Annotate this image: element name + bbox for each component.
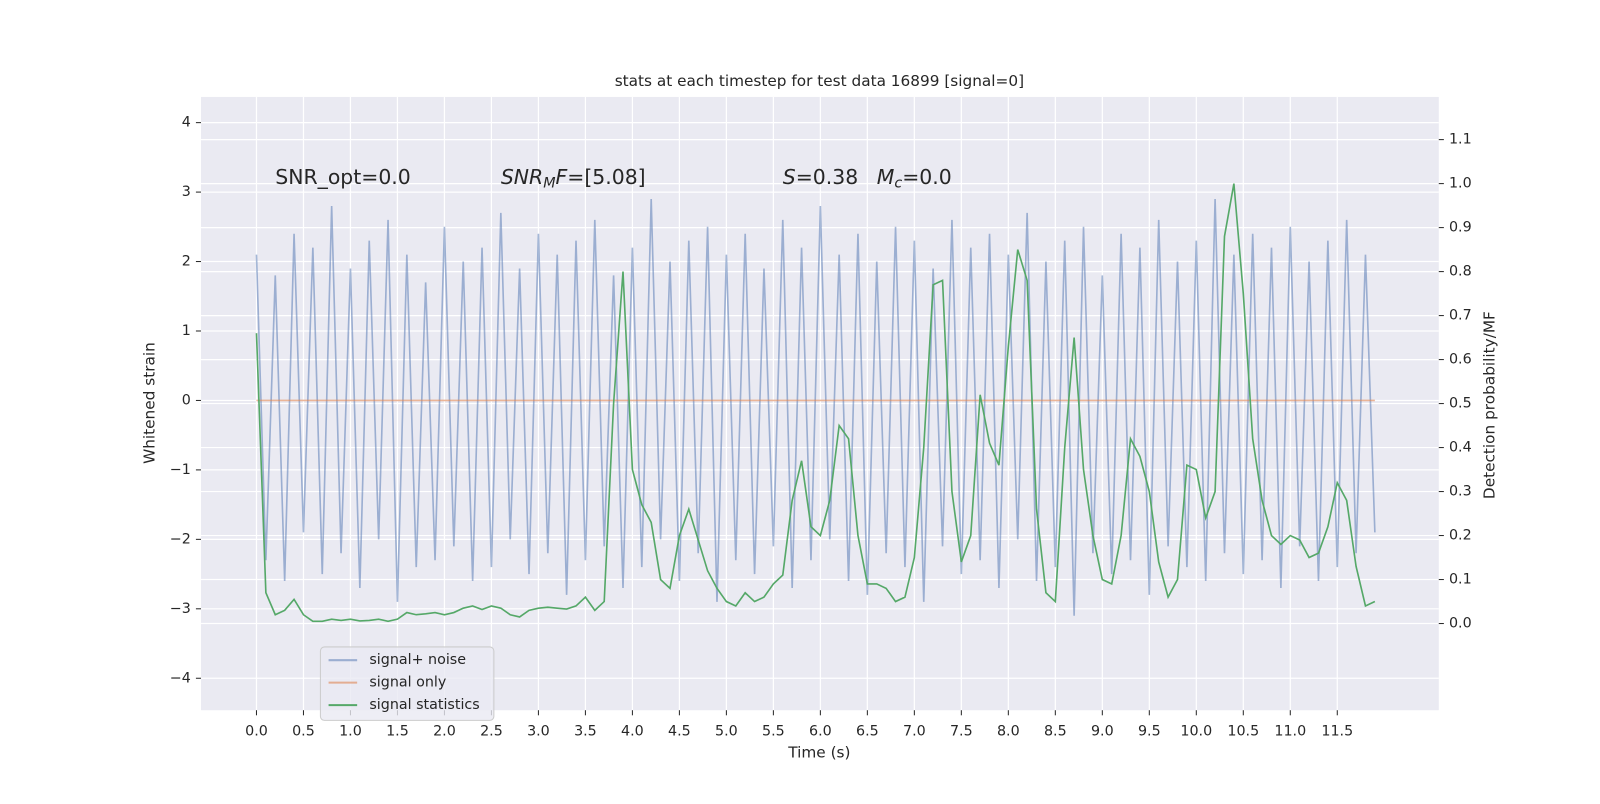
x-axis-label: Time (s): [787, 744, 850, 762]
y2-tick-label: 0.6: [1449, 352, 1472, 368]
y-tick-label: −3: [170, 601, 191, 617]
y2-tick-label: 0.2: [1449, 528, 1472, 544]
x-tick-label: 5.5: [762, 724, 785, 740]
x-tick-label: 10.0: [1180, 724, 1212, 740]
x-tick-label: 11.0: [1274, 724, 1306, 740]
y-axis-label: Whitened strain: [141, 342, 159, 464]
x-tick-label: 9.0: [1091, 724, 1114, 740]
x-tick-label: 1.5: [386, 724, 409, 740]
x-tick-label: 6.0: [809, 724, 832, 740]
x-tick-label: 8.0: [997, 724, 1020, 740]
x-tick-label: 10.5: [1227, 724, 1259, 740]
x-tick-label: 7.5: [950, 724, 973, 740]
annotation-part: F: [556, 165, 568, 189]
y-tick-label: 0: [182, 392, 191, 408]
y-tick-label: −1: [170, 462, 191, 478]
y2-axis-label: Detection probability/MF: [1480, 311, 1498, 499]
x-tick-label: 3.0: [527, 724, 550, 740]
x-tick-label: 2.5: [480, 724, 503, 740]
x-tick-label: 0.5: [292, 724, 315, 740]
legend-box: [319, 646, 495, 721]
y2-tick-label: 1.1: [1449, 132, 1472, 148]
annotation-part: S: [783, 165, 796, 189]
annotation: S=0.38: [783, 165, 858, 189]
x-tick-label: 0.0: [245, 724, 268, 740]
x-tick-label: 6.5: [856, 724, 879, 740]
chart-title: stats at each timestep for test data 168…: [615, 72, 1024, 90]
x-tick-label: 4.5: [668, 724, 691, 740]
legend-label: signal only: [369, 675, 446, 691]
x-tick-label: 9.5: [1138, 724, 1161, 740]
annotation-part: =0.38: [796, 165, 859, 189]
annotation-part: =0.0: [902, 165, 952, 189]
y-tick-label: 2: [182, 254, 191, 270]
annotation-part: M: [543, 175, 555, 191]
legend-label: signal+ noise: [369, 652, 466, 668]
x-tick-label: 2.0: [433, 724, 456, 740]
annotation-part: M: [877, 165, 895, 189]
x-tick-label: 7.0: [903, 724, 926, 740]
y2-tick-label: 0.3: [1449, 484, 1472, 500]
y2-tick-label: 0.4: [1449, 440, 1472, 456]
annotation: SNR_opt=0.0: [275, 165, 411, 190]
series-line: [255, 183, 1376, 623]
y2-tick-label: 0.5: [1449, 396, 1472, 412]
y2-tick-label: 0.9: [1449, 220, 1472, 236]
x-tick-label: 5.0: [715, 724, 738, 740]
annotation: Mc=0.0: [877, 165, 952, 191]
y-tick-label: 4: [182, 115, 191, 131]
x-tick-label: 8.5: [1044, 724, 1067, 740]
x-tick-label: 3.5: [574, 724, 597, 740]
y2-tick-label: 0.8: [1449, 264, 1472, 280]
y-tick-label: −2: [170, 531, 191, 547]
y-tick-label: −4: [170, 670, 191, 686]
y-tick-label: 3: [182, 184, 191, 200]
annotation-part: SNR: [501, 165, 543, 189]
series-line: [255, 199, 1376, 616]
legend-label: signal statistics: [369, 697, 479, 713]
x-tick-label: 4.0: [621, 724, 644, 740]
y2-tick-label: 0.0: [1449, 616, 1472, 632]
annotation-part: c: [894, 175, 902, 191]
y-tick-label: 1: [182, 323, 191, 339]
x-tick-label: 11.5: [1321, 724, 1353, 740]
annotation-part: SNR_opt=0.0: [275, 165, 411, 190]
y2-tick-label: 1.0: [1449, 176, 1472, 192]
y2-tick-label: 0.7: [1449, 308, 1472, 324]
annotation: SNRMF=[5.08]: [501, 165, 646, 191]
x-tick-label: 1.0: [339, 724, 362, 740]
y2-tick-label: 0.1: [1449, 572, 1472, 588]
annotation-part: =[5.08]: [567, 165, 645, 189]
